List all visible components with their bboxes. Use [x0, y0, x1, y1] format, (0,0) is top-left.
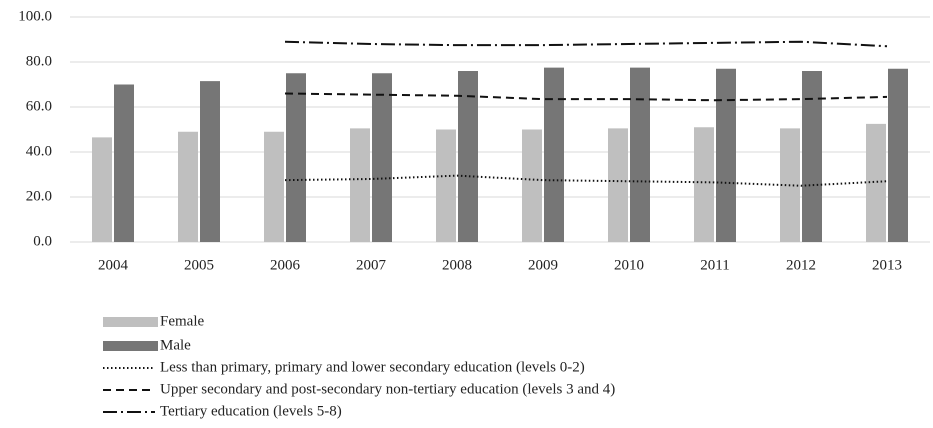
bar — [694, 127, 714, 242]
bar — [372, 73, 392, 242]
y-tick-label: 100.0 — [18, 8, 52, 24]
bar — [200, 81, 220, 242]
bar — [544, 67, 564, 242]
x-tick-label: 2010 — [614, 257, 644, 273]
bar — [92, 137, 112, 242]
y-tick-label: 40.0 — [26, 143, 52, 159]
line — [284, 40, 888, 48]
bar — [608, 128, 628, 242]
x-tick-label: 2011 — [700, 257, 729, 273]
x-tick-label: 2012 — [786, 257, 816, 273]
bar — [114, 84, 134, 242]
bar — [716, 68, 736, 242]
legend-swatch — [103, 341, 158, 351]
legend-label: Female — [160, 313, 204, 329]
bar — [866, 123, 886, 242]
x-tick-label: 2007 — [356, 257, 387, 273]
x-tick-label: 2005 — [184, 257, 214, 273]
legend-swatch — [103, 317, 158, 327]
bar — [630, 67, 650, 242]
legend-label: Upper secondary and post-secondary non-t… — [160, 381, 615, 397]
bar — [888, 68, 908, 242]
bar — [458, 71, 478, 242]
line — [284, 174, 888, 187]
legend-label: Tertiary education (levels 5-8) — [160, 403, 342, 419]
y-tick-label: 60.0 — [26, 98, 52, 114]
y-tick-label: 20.0 — [26, 188, 52, 204]
line — [284, 92, 888, 102]
x-tick-label: 2008 — [442, 257, 472, 273]
bar — [436, 129, 456, 242]
bar — [178, 131, 198, 242]
legend-label: Male — [160, 337, 191, 353]
bar — [522, 129, 542, 242]
x-tick-label: 2009 — [528, 257, 558, 273]
bar — [802, 71, 822, 242]
y-tick-label: 0.0 — [33, 233, 52, 249]
bar — [264, 131, 284, 242]
x-tick-label: 2006 — [270, 257, 301, 273]
x-tick-label: 2004 — [98, 257, 129, 273]
bar — [350, 128, 370, 242]
legend-label: Less than primary, primary and lower sec… — [160, 359, 585, 375]
bar — [286, 73, 306, 242]
y-tick-label: 80.0 — [26, 53, 52, 69]
x-tick-label: 2013 — [872, 257, 902, 273]
